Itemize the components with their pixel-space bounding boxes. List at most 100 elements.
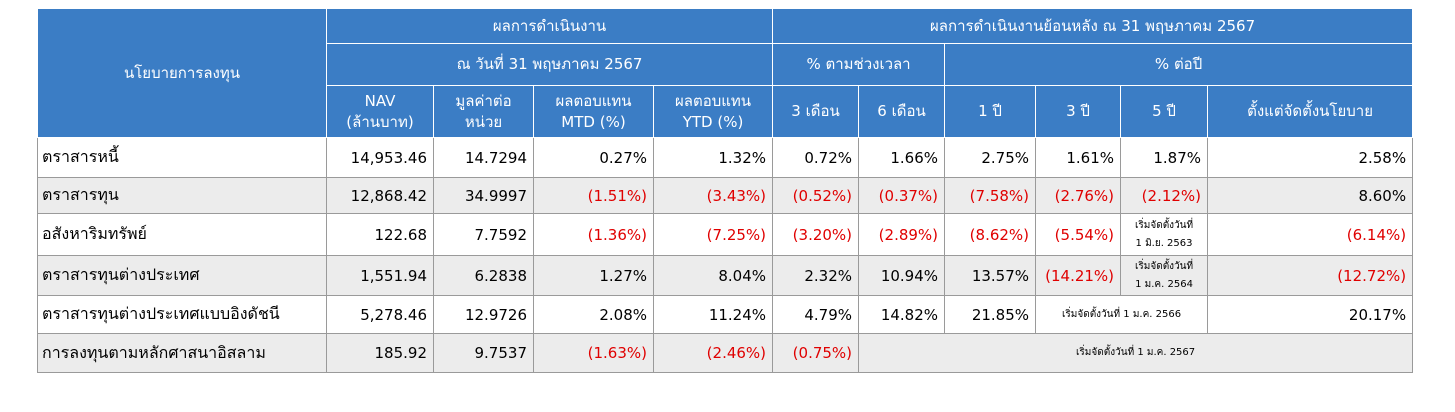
value-cell: 1.27% [533, 255, 654, 296]
line: ตั้งแต่จัดตั้งนโยบาย [1247, 102, 1374, 120]
value-cell: 8.60% [1207, 177, 1414, 214]
column-header: 6 เดือน [858, 85, 946, 138]
value-cell: 21.85% [944, 295, 1037, 334]
value-cell: 14.7294 [433, 137, 534, 178]
column-header: ผลตอบแทน YTD (%) [652, 85, 774, 138]
value-cell: 1.66% [858, 137, 946, 178]
value-cell: (3.43%) [652, 177, 774, 214]
value-cell: (7.58%) [944, 177, 1037, 214]
data-row: อสังหาริมทรัพย์ 122.68 7.7592 (1.36%) (7.25%… [37, 213, 1414, 256]
header-cell: ณ วันที่ 31 พฤษภาคม 2567 [325, 43, 774, 86]
line: 5 ปี [1152, 102, 1176, 120]
line: 1 ปี [978, 102, 1002, 120]
note-cell: เริ่มจัดตั้งวันที่ 1 ม.ค. 2567 [858, 333, 1414, 373]
value-cell: 14.82% [858, 295, 946, 334]
policy-name: ตราสารทุนต่างประเทศแบบอิงดัชนี [37, 295, 327, 334]
line: ผลตอบแทน [555, 91, 632, 110]
value-cell: (1.51%) [533, 177, 654, 214]
note-cell: เริ่มจัดตั้งวันที่ 1 ม.ค. 2566 [1035, 295, 1209, 334]
policy-name: อสังหาริมทรัพย์ [37, 213, 327, 256]
value-cell: 0.27% [533, 137, 654, 178]
value-cell: 2.75% [944, 137, 1037, 178]
value-cell: 6.2838 [433, 255, 534, 296]
value-cell: 1,551.94 [326, 255, 434, 296]
line: (ล้านบาท) [346, 112, 414, 131]
value-cell: 2.32% [772, 255, 860, 296]
value-cell: 1.61% [1035, 137, 1122, 178]
value-cell: 13.57% [944, 255, 1037, 296]
line: MTD (%) [561, 112, 626, 131]
value-cell: 1.32% [652, 137, 774, 178]
line: ผลตอบแทน [674, 91, 752, 110]
value-cell: (1.63%) [533, 333, 654, 373]
header-cell: นโยบายการลงทุน [37, 8, 327, 138]
column-header: 1 ปี [944, 85, 1037, 138]
line: เริ่มจัดตั้งวันที่ [1134, 260, 1194, 272]
policy-name: ตราสารทุนต่างประเทศ [37, 255, 327, 296]
value-cell: 0.72% [772, 137, 860, 178]
value-cell: (14.21%) [1035, 255, 1122, 296]
column-header: NAV (ล้านบาท) [326, 85, 434, 138]
value-cell: 11.24% [652, 295, 774, 334]
line: หน่วย [464, 112, 503, 131]
value-cell: (0.75%) [772, 333, 860, 373]
column-header: มูลค่าต่อหน่วย [433, 85, 534, 138]
value-cell: (3.20%) [772, 213, 860, 256]
line: 1 มิ.ย. 2563 [1135, 237, 1193, 249]
value-cell: (8.62%) [944, 213, 1037, 256]
value-cell: 9.7537 [433, 333, 534, 373]
value-cell: 4.79% [772, 295, 860, 334]
value-cell: 20.17% [1207, 295, 1414, 334]
line: 3 ปี [1066, 102, 1090, 120]
value-cell: 185.92 [326, 333, 434, 373]
value-cell: (12.72%) [1207, 255, 1414, 296]
line: 1 ม.ค. 2564 [1135, 278, 1193, 290]
value-cell: 14,953.46 [326, 137, 434, 178]
value-cell: (2.46%) [652, 333, 774, 373]
value-cell: 34.9997 [433, 177, 534, 214]
value-cell: (5.54%) [1035, 213, 1122, 256]
column-header: 3 ปี [1035, 85, 1122, 138]
value-cell: 8.04% [652, 255, 774, 296]
line: เริ่มจัดตั้งวันที่ [1134, 219, 1194, 231]
line: มูลค่าต่อ [455, 91, 512, 110]
column-header: 5 ปี [1120, 85, 1209, 138]
column-header: ผลตอบแทน MTD (%) [533, 85, 654, 138]
policy-name: ตราสารทุน [37, 177, 327, 214]
note-cell: เริ่มจัดตั้งวันที่ 1 ม.ค. 2564 [1120, 255, 1209, 296]
data-row: ตราสารทุนต่างประเทศ 1,551.94 6.2838 1.27% 8.… [37, 255, 1414, 296]
header-cell: % ต่อปี [944, 43, 1414, 86]
line: NAV [364, 91, 396, 110]
header-cell: % ตามช่วงเวลา [772, 43, 946, 86]
performance-table: นโยบายการลงทุน ผลการดำเนินงาน ผลการดำเนิ… [37, 8, 1414, 373]
line: 6 เดือน [877, 102, 926, 120]
value-cell: (6.14%) [1207, 213, 1414, 256]
value-cell: 5,278.46 [326, 295, 434, 334]
value-cell: 12.9726 [433, 295, 534, 334]
value-cell: 10.94% [858, 255, 946, 296]
column-header: 3 เดือน [772, 85, 860, 138]
value-cell: 2.58% [1207, 137, 1414, 178]
value-cell: 12,868.42 [326, 177, 434, 214]
value-cell: (0.37%) [858, 177, 946, 214]
line: YTD (%) [682, 112, 744, 131]
note-cell: เริ่มจัดตั้งวันที่ 1 มิ.ย. 2563 [1120, 213, 1209, 256]
value-cell: (7.25%) [652, 213, 774, 256]
header-cell: ผลการดำเนินงาน [325, 8, 774, 44]
data-row: ตราสารทุน 12,868.42 34.9997 (1.51%) (3.43%)(… [37, 177, 1414, 214]
value-cell: (2.12%) [1120, 177, 1209, 214]
column-header: ตั้งแต่จัดตั้งนโยบาย [1207, 85, 1414, 138]
policy-name: การลงทุนตามหลักศาสนาอิสลาม [37, 333, 327, 373]
value-cell: (1.36%) [533, 213, 654, 256]
value-cell: 122.68 [326, 213, 434, 256]
header-cell: ผลการดำเนินงานย้อนหลัง ณ 31 พฤษภาคม 2567 [772, 8, 1414, 44]
data-row: การลงทุนตามหลักศาสนาอิสลาม 185.92 9.7537 (1… [37, 333, 1414, 373]
line: 3 เดือน [791, 102, 840, 120]
data-row: ตราสารทุนต่างประเทศแบบอิงดัชนี 5,278.46 12… [37, 295, 1414, 334]
value-cell: (2.76%) [1035, 177, 1122, 214]
data-row: ตราสารหนี้ 14,953.46 14.7294 0.27% 1.32% 0.72… [37, 137, 1414, 178]
policy-name: ตราสารหนี้ [37, 137, 327, 178]
value-cell: (2.89%) [858, 213, 946, 256]
value-cell: (0.52%) [772, 177, 860, 214]
